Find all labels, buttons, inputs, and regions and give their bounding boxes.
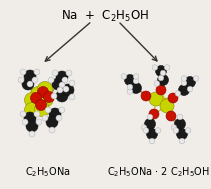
Circle shape — [62, 84, 74, 96]
Circle shape — [63, 86, 69, 92]
Circle shape — [24, 92, 39, 108]
Circle shape — [22, 119, 28, 125]
Circle shape — [24, 112, 36, 124]
Circle shape — [168, 93, 178, 103]
Circle shape — [133, 78, 139, 84]
Circle shape — [18, 77, 24, 83]
Circle shape — [57, 87, 63, 93]
Circle shape — [171, 125, 177, 130]
Circle shape — [179, 138, 185, 144]
Circle shape — [158, 75, 164, 81]
Circle shape — [59, 82, 65, 88]
Circle shape — [181, 76, 187, 81]
Circle shape — [149, 92, 163, 106]
Circle shape — [124, 74, 135, 85]
Text: C$_2$H$_5$ONa $\cdot$ 2 C$_2$H$_5$OH: C$_2$H$_5$ONa $\cdot$ 2 C$_2$H$_5$OH — [107, 165, 210, 179]
Circle shape — [184, 77, 196, 88]
Circle shape — [143, 128, 149, 133]
Circle shape — [24, 102, 39, 118]
Circle shape — [130, 83, 142, 94]
Circle shape — [49, 108, 61, 120]
Text: C$_2$H$_5$ONa: C$_2$H$_5$ONa — [25, 165, 71, 179]
Circle shape — [27, 81, 33, 87]
Circle shape — [156, 85, 166, 95]
Circle shape — [46, 116, 58, 128]
Circle shape — [32, 77, 38, 83]
Circle shape — [29, 131, 35, 137]
Circle shape — [45, 107, 51, 113]
Circle shape — [133, 74, 139, 79]
Circle shape — [149, 138, 155, 144]
Circle shape — [62, 77, 68, 83]
Circle shape — [177, 114, 183, 120]
Circle shape — [179, 84, 189, 95]
Circle shape — [166, 111, 176, 121]
Circle shape — [156, 66, 166, 77]
Circle shape — [38, 87, 49, 98]
Circle shape — [160, 99, 174, 113]
Circle shape — [173, 128, 179, 133]
Circle shape — [157, 74, 169, 85]
Circle shape — [141, 91, 151, 101]
Circle shape — [187, 86, 193, 92]
Circle shape — [48, 77, 54, 83]
Circle shape — [56, 115, 62, 121]
Circle shape — [38, 81, 53, 97]
Circle shape — [149, 109, 159, 119]
Circle shape — [35, 101, 50, 116]
Circle shape — [43, 91, 54, 102]
Circle shape — [155, 128, 161, 133]
Circle shape — [34, 111, 40, 117]
Circle shape — [59, 107, 65, 113]
Circle shape — [121, 74, 127, 79]
Text: Na  +  C$_2$H$_5$OH: Na + C$_2$H$_5$OH — [61, 9, 149, 24]
Circle shape — [34, 69, 40, 75]
Circle shape — [52, 78, 64, 90]
Circle shape — [52, 70, 58, 76]
Circle shape — [20, 111, 26, 117]
Circle shape — [20, 69, 26, 75]
Circle shape — [175, 91, 181, 96]
Circle shape — [181, 80, 187, 86]
Circle shape — [24, 70, 36, 82]
Circle shape — [174, 119, 185, 129]
Circle shape — [69, 94, 75, 100]
Circle shape — [69, 80, 75, 86]
Circle shape — [35, 99, 46, 111]
Circle shape — [38, 91, 54, 106]
Circle shape — [147, 114, 153, 120]
Circle shape — [56, 90, 68, 102]
Circle shape — [127, 84, 133, 90]
Circle shape — [154, 81, 160, 86]
Circle shape — [42, 115, 48, 121]
Circle shape — [26, 120, 38, 132]
Circle shape — [146, 129, 157, 139]
Circle shape — [49, 127, 55, 133]
Circle shape — [31, 87, 46, 101]
Circle shape — [176, 129, 188, 139]
Circle shape — [164, 65, 170, 70]
Circle shape — [22, 78, 34, 90]
Circle shape — [127, 89, 133, 94]
Circle shape — [193, 76, 199, 81]
Circle shape — [51, 93, 57, 99]
Circle shape — [66, 70, 72, 76]
Circle shape — [141, 125, 147, 130]
Circle shape — [152, 65, 158, 70]
Circle shape — [36, 119, 42, 125]
Circle shape — [145, 119, 156, 129]
Circle shape — [185, 128, 191, 133]
Circle shape — [160, 70, 166, 76]
Circle shape — [56, 71, 68, 83]
Circle shape — [31, 97, 46, 112]
Circle shape — [31, 92, 42, 104]
